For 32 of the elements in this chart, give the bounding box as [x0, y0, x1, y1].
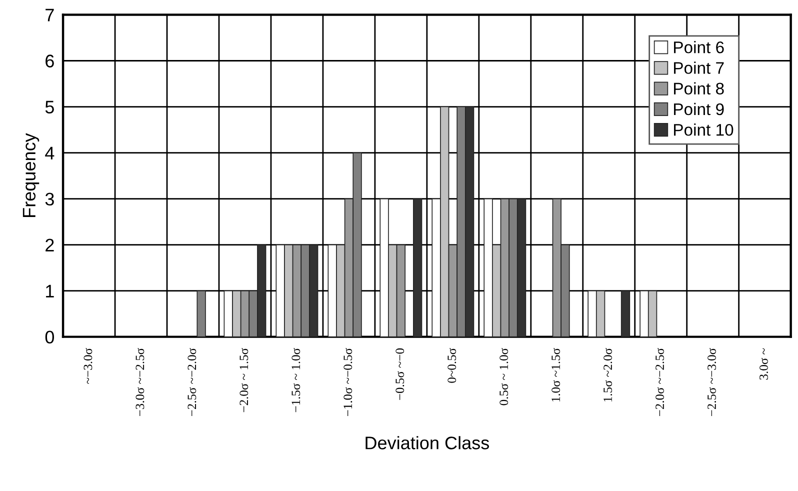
x-tick-label: 1.5σ ~2.0σ — [604, 348, 612, 402]
y-axis-title: Frequency — [22, 133, 40, 217]
legend-label: Point 10 — [674, 124, 734, 136]
x-tick-label: 0~0.5σ — [448, 348, 456, 383]
y-tick-label: 7 — [46, 8, 54, 22]
x-tick-label: −2.5σ ~−3.0σ — [708, 348, 716, 416]
legend-label: Point 8 — [674, 82, 724, 95]
x-tick-label: ~−3.0σ — [84, 348, 92, 384]
x-tick-label: −1.5σ ~ 1.0σ — [292, 348, 300, 412]
x-axis-title: Deviation Class — [366, 436, 489, 450]
y-tick-label: 3 — [45, 192, 54, 206]
x-tick-label: −1.0σ ~−0.5σ — [344, 348, 352, 416]
y-tick-label: 5 — [45, 100, 54, 114]
y-tick-label: 0 — [45, 330, 54, 344]
x-tick-label: −3.0σ ~−2.5σ — [136, 348, 144, 416]
legend-label: Point 9 — [674, 102, 724, 116]
bar — [196, 290, 206, 337]
y-tick-label: 1 — [46, 284, 54, 298]
x-tick-label: 3.0σ ~ — [760, 348, 768, 380]
y-tick-label: 6 — [46, 54, 54, 68]
x-tick-label: 0.5σ ~ 1.0σ — [500, 348, 508, 406]
y-tick-label: 2 — [46, 238, 54, 252]
x-tick-label: −2.0σ ~ 1.5σ — [240, 348, 248, 412]
bar — [412, 198, 422, 337]
bar — [620, 290, 630, 337]
y-tick-label: 4 — [45, 146, 54, 160]
x-tick-label: −2.0σ ~−2.5σ — [656, 348, 664, 416]
x-tick-label: −2.5σ ~−2.0σ — [188, 348, 196, 416]
x-tick-label: 1.0σ ~1.5σ — [552, 348, 560, 402]
legend-label: Point 7 — [674, 62, 724, 74]
legend-label: Point 6 — [674, 41, 724, 54]
x-tick-label: −0.5σ ~−0 — [396, 348, 404, 400]
